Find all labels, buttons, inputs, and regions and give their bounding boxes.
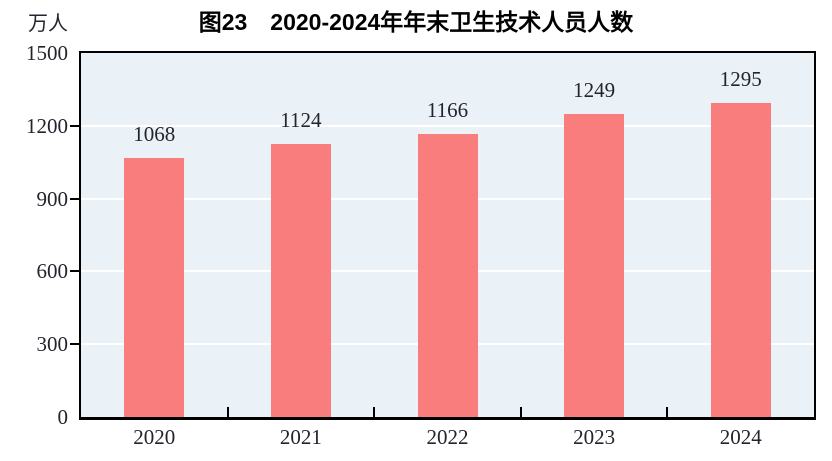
x-axis-label: 2021	[279, 425, 322, 449]
y-tick-label: 300	[36, 332, 69, 357]
data-label: 1124	[280, 108, 322, 133]
y-tick-label: 0	[57, 405, 69, 429]
data-label: 1166	[426, 98, 469, 123]
y-tick-mark	[70, 197, 79, 200]
y-tick-mark	[70, 270, 79, 273]
bar	[417, 134, 478, 417]
x-axis-label: 2024	[719, 425, 762, 449]
y-axis-unit-label: 万人	[28, 13, 68, 35]
y-tick-mark	[70, 124, 79, 127]
data-label: 1249	[573, 77, 616, 102]
y-tick-label: 1200	[26, 113, 68, 138]
x-axis-label: 2020	[133, 425, 176, 449]
x-tick-mark	[666, 407, 669, 417]
y-tick-mark	[70, 343, 79, 346]
bar	[270, 144, 331, 417]
x-tick-mark	[226, 407, 229, 417]
x-axis-label: 2023	[573, 425, 616, 449]
x-tick-mark	[373, 407, 376, 417]
bar	[564, 113, 625, 417]
chart-title: 图23 2020-2024年年末卫生技术人员人数	[198, 9, 634, 35]
data-label: 1068	[133, 121, 176, 146]
bar	[710, 102, 771, 417]
bar	[124, 157, 185, 417]
x-axis-label: 2022	[426, 425, 469, 449]
plot-area: 1068 1124 1166 1249 1295	[79, 51, 816, 420]
y-tick-label: 600	[36, 259, 69, 284]
x-tick-mark	[519, 407, 522, 417]
gridline	[81, 124, 814, 127]
y-tick-label: 1500	[26, 41, 68, 65]
data-label: 1295	[719, 66, 762, 91]
y-tick-label: 900	[36, 186, 69, 211]
